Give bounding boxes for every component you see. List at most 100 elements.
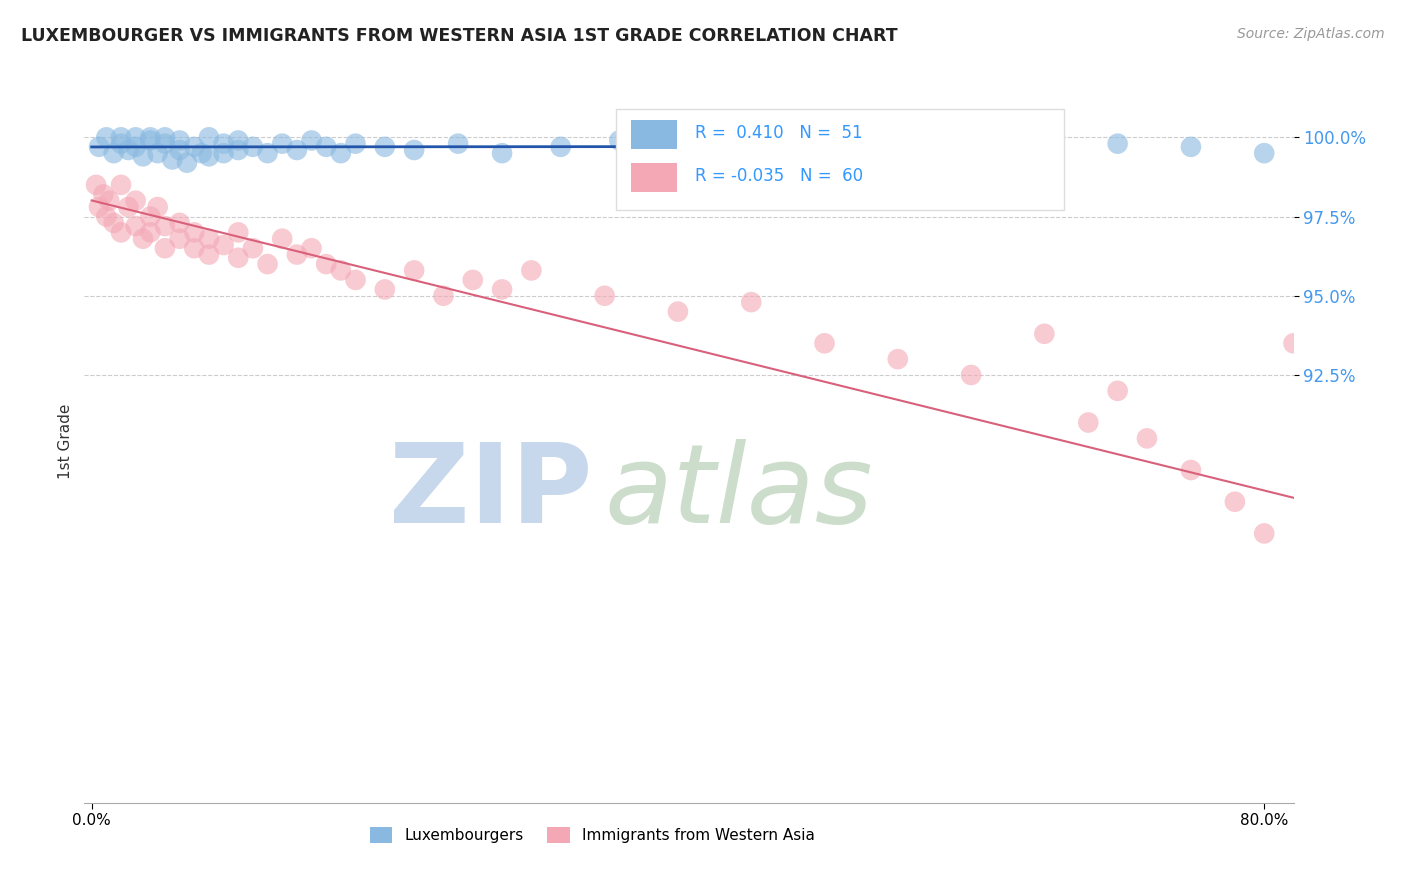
Point xyxy=(176,155,198,169)
Point xyxy=(98,194,121,208)
Text: ZIP: ZIP xyxy=(389,439,592,546)
Bar xyxy=(616,109,1064,211)
Point xyxy=(84,178,107,192)
Point xyxy=(550,140,572,154)
Point xyxy=(198,247,221,261)
Point xyxy=(887,146,910,161)
Text: atlas: atlas xyxy=(605,439,873,546)
Point xyxy=(117,200,139,214)
Point xyxy=(887,352,910,367)
Point xyxy=(344,136,367,151)
Point xyxy=(1253,146,1275,161)
Point xyxy=(1253,526,1275,541)
Point xyxy=(198,149,221,163)
Point xyxy=(1399,685,1406,699)
Point xyxy=(87,140,110,154)
Point xyxy=(103,146,125,161)
Point xyxy=(226,251,249,265)
Bar xyxy=(631,120,676,149)
Point xyxy=(491,282,513,296)
Point xyxy=(315,257,337,271)
Point xyxy=(607,133,630,147)
Point xyxy=(103,216,125,230)
Point xyxy=(212,136,235,151)
Point xyxy=(96,210,118,224)
Point xyxy=(1107,136,1129,151)
Point xyxy=(226,133,249,147)
Point xyxy=(146,146,169,161)
Point xyxy=(1136,431,1159,445)
Point xyxy=(666,143,689,157)
Point xyxy=(162,153,184,167)
Point xyxy=(491,146,513,161)
Point xyxy=(1371,622,1393,636)
Text: LUXEMBOURGER VS IMMIGRANTS FROM WESTERN ASIA 1ST GRADE CORRELATION CHART: LUXEMBOURGER VS IMMIGRANTS FROM WESTERN … xyxy=(21,27,897,45)
Point xyxy=(666,304,689,318)
Point xyxy=(132,232,155,246)
Point xyxy=(226,143,249,157)
Point xyxy=(447,136,470,151)
Point xyxy=(226,226,249,240)
Point xyxy=(271,136,294,151)
Point xyxy=(153,130,176,145)
Point xyxy=(190,146,212,161)
Point xyxy=(153,241,176,255)
Point xyxy=(198,130,221,145)
Point xyxy=(212,146,235,161)
Point xyxy=(740,136,762,151)
Point xyxy=(1033,326,1056,341)
Point xyxy=(96,130,118,145)
Point xyxy=(432,289,454,303)
Y-axis label: 1st Grade: 1st Grade xyxy=(58,404,73,479)
Point xyxy=(740,295,762,310)
Point xyxy=(256,257,278,271)
Point xyxy=(132,149,155,163)
Point xyxy=(813,140,835,154)
Point xyxy=(593,289,616,303)
Point xyxy=(153,136,176,151)
Text: Source: ZipAtlas.com: Source: ZipAtlas.com xyxy=(1237,27,1385,41)
Point xyxy=(242,140,264,154)
Point xyxy=(1223,494,1246,508)
Point xyxy=(813,336,835,351)
Point xyxy=(117,143,139,157)
Point xyxy=(1180,140,1202,154)
Point xyxy=(1077,416,1099,430)
Point xyxy=(124,219,146,233)
Point xyxy=(242,241,264,255)
Point xyxy=(139,130,162,145)
Point xyxy=(285,143,308,157)
Point xyxy=(315,140,337,154)
Point xyxy=(1326,590,1348,604)
Point xyxy=(301,133,323,147)
Point xyxy=(212,238,235,252)
Point xyxy=(374,140,396,154)
Point xyxy=(139,226,162,240)
Point xyxy=(139,210,162,224)
Point xyxy=(404,143,426,157)
Point xyxy=(1033,143,1056,157)
Point xyxy=(285,247,308,261)
Point xyxy=(124,140,146,154)
Point xyxy=(183,241,205,255)
Point xyxy=(1326,136,1348,151)
Point xyxy=(169,133,191,147)
Point xyxy=(169,232,191,246)
Point xyxy=(124,130,146,145)
Bar xyxy=(631,163,676,193)
Point xyxy=(1399,133,1406,147)
Point xyxy=(139,133,162,147)
Point xyxy=(1107,384,1129,398)
Point xyxy=(169,143,191,157)
Point xyxy=(256,146,278,161)
Point xyxy=(183,140,205,154)
Point xyxy=(183,226,205,240)
Point xyxy=(124,194,146,208)
Point xyxy=(153,219,176,233)
Point xyxy=(461,273,484,287)
Point xyxy=(301,241,323,255)
Legend: Luxembourgers, Immigrants from Western Asia: Luxembourgers, Immigrants from Western A… xyxy=(363,822,821,849)
Point xyxy=(374,282,396,296)
Point xyxy=(110,136,132,151)
Point xyxy=(1282,336,1305,351)
